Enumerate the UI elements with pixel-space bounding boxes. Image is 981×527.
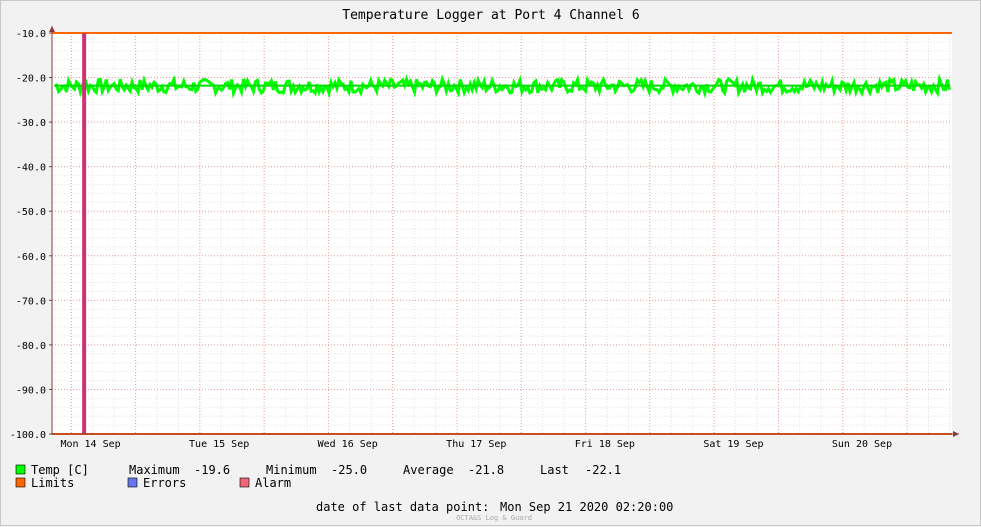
temp-series-line <box>53 73 951 99</box>
limits-legend-swatch <box>15 477 26 488</box>
watermark: OCTA&S Log & Guard <box>456 514 532 522</box>
x-axis-arrow <box>953 431 959 437</box>
y-tick-label: -30.0 <box>16 118 46 129</box>
x-tick-label: Fri 18 Sep <box>575 439 635 450</box>
limits-legend-label: Limits <box>31 476 74 490</box>
y-tick-label: -80.0 <box>16 341 46 352</box>
alarm-legend-label: Alarm <box>255 476 291 490</box>
y-tick-label: -70.0 <box>16 296 46 307</box>
last-value: -22.1 <box>585 463 621 477</box>
y-axis-arrow <box>49 26 55 32</box>
temp-legend-label: Temp [C] <box>31 463 89 477</box>
x-tick-label: Thu 17 Sep <box>446 439 506 450</box>
y-tick-label: -40.0 <box>16 163 46 174</box>
y-tick-label: -50.0 <box>16 207 46 218</box>
x-tick-label: Mon 14 Sep <box>60 439 120 450</box>
avg-label: Average <box>403 463 454 477</box>
errors-legend-swatch <box>127 477 138 488</box>
avg-value: -21.8 <box>468 463 504 477</box>
min-value: -25.0 <box>331 463 367 477</box>
last-data-point-label: date of last data point: <box>316 500 489 514</box>
y-tick-label: -20.0 <box>16 74 46 85</box>
y-tick-label: -90.0 <box>16 385 46 396</box>
chart-title: Temperature Logger at Port 4 Channel 6 <box>342 8 639 23</box>
x-tick-label: Sat 19 Sep <box>703 439 763 450</box>
alarm-legend-swatch <box>239 477 250 488</box>
min-label: Minimum <box>266 463 317 477</box>
errors-legend-label: Errors <box>143 476 186 490</box>
y-tick-label: -10.0 <box>16 29 46 40</box>
max-label: Maximum <box>129 463 180 477</box>
last-data-point-value: Mon Sep 21 2020 02:20:00 <box>500 500 673 514</box>
y-tick-label: -60.0 <box>16 252 46 263</box>
temp-legend-swatch <box>15 464 26 475</box>
x-tick-label: Tue 15 Sep <box>189 439 249 450</box>
max-value: -19.6 <box>194 463 230 477</box>
y-tick-label: -100.0 <box>10 430 46 441</box>
x-tick-label: Wed 16 Sep <box>318 439 378 450</box>
plot-area: -10.0 -20.0 -30.0 -40.0 -50.0 -60.0 -70.0 -80.0… <box>10 26 959 450</box>
plot-background <box>52 33 952 434</box>
last-label: Last <box>540 463 569 477</box>
x-tick-label: Sun 20 Sep <box>832 439 892 450</box>
